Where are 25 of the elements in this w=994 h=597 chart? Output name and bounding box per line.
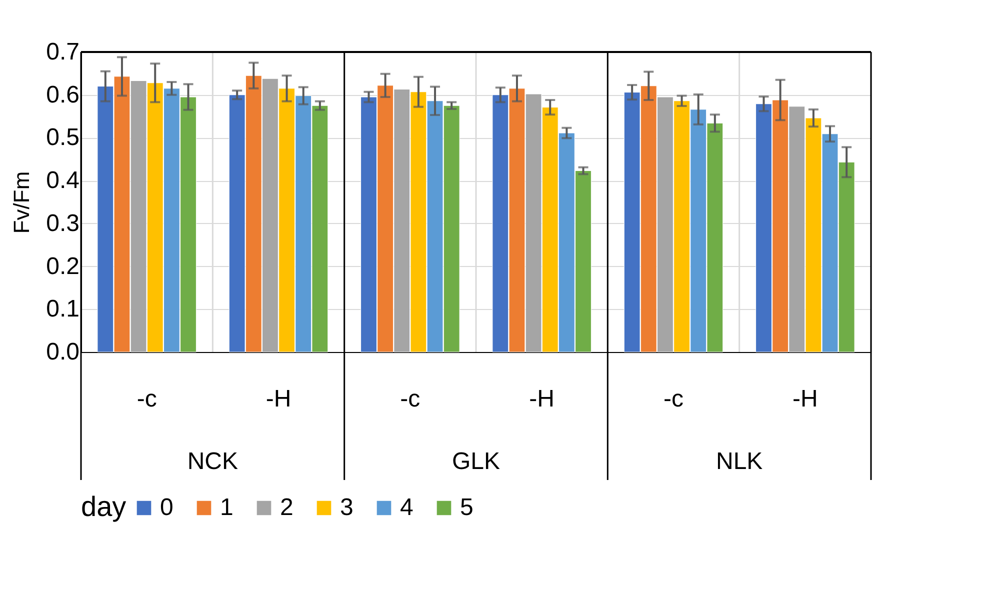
text: GLK [452, 448, 500, 475]
y-tick-label: 0.0 [46, 338, 80, 366]
y-tick-label: 0.7 [46, 38, 80, 66]
legend-label: 0 [160, 494, 174, 521]
y-tick-label: 0.3 [46, 210, 80, 237]
y-tick-label: 0.1 [46, 296, 80, 323]
y-tick-label: 0.5 [46, 124, 80, 152]
y-tick-label: 0.4 [46, 167, 80, 194]
x-tick-label: -c [664, 386, 684, 412]
text: NLK [716, 448, 763, 475]
x-tick-label: -H [266, 386, 292, 412]
y-axis-title: Fv/Fm [9, 171, 34, 234]
y-tick-label: 0.6 [46, 81, 80, 108]
x-tick-label: -H [792, 386, 818, 412]
legend-label: 1 [220, 494, 234, 521]
legend-label: 5 [460, 494, 474, 521]
x-tick-label: -H [529, 386, 554, 412]
legend-label: 4 [400, 494, 414, 521]
legend-label: 3 [340, 494, 354, 521]
y-tick-label: 0.2 [46, 252, 80, 280]
x-tick-label: -c [136, 386, 157, 412]
x-tick-label: -c [400, 386, 420, 412]
legend-title: day [81, 491, 126, 522]
legend-label: 2 [280, 494, 294, 521]
text: NCK [187, 448, 238, 475]
